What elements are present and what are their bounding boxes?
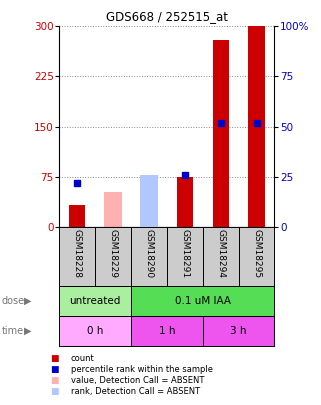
- Text: GSM18294: GSM18294: [216, 228, 225, 277]
- Text: ▶: ▶: [24, 296, 31, 306]
- Text: rank, Detection Call = ABSENT: rank, Detection Call = ABSENT: [71, 387, 200, 396]
- Text: count: count: [71, 354, 94, 363]
- Text: ■: ■: [50, 376, 58, 385]
- Text: GSM18228: GSM18228: [73, 228, 82, 277]
- Bar: [213, 40, 229, 227]
- Bar: [104, 192, 122, 227]
- Text: percentile rank within the sample: percentile rank within the sample: [71, 365, 213, 374]
- Text: GSM18290: GSM18290: [144, 228, 153, 278]
- Text: 0.1 uM IAA: 0.1 uM IAA: [175, 296, 231, 306]
- Text: time: time: [2, 326, 24, 336]
- Bar: [203, 316, 274, 346]
- Text: 1 h: 1 h: [159, 326, 175, 336]
- Text: ■: ■: [50, 365, 58, 374]
- Bar: [131, 286, 274, 316]
- Bar: [248, 26, 265, 227]
- Text: ■: ■: [50, 354, 58, 363]
- Bar: [177, 177, 193, 227]
- Text: dose: dose: [2, 296, 25, 306]
- Text: GSM18291: GSM18291: [180, 228, 189, 278]
- Text: untreated: untreated: [70, 296, 121, 306]
- Text: 3 h: 3 h: [230, 326, 247, 336]
- Bar: [59, 316, 131, 346]
- Text: GDS668 / 252515_at: GDS668 / 252515_at: [106, 10, 228, 23]
- Text: ▶: ▶: [24, 326, 31, 336]
- Text: value, Detection Call = ABSENT: value, Detection Call = ABSENT: [71, 376, 204, 385]
- Text: GSM18295: GSM18295: [252, 228, 261, 278]
- Bar: [69, 205, 85, 227]
- Bar: [59, 286, 131, 316]
- Bar: [140, 177, 158, 227]
- Text: 0 h: 0 h: [87, 326, 103, 336]
- Text: GSM18229: GSM18229: [108, 228, 118, 277]
- Text: ■: ■: [50, 387, 58, 396]
- Bar: [131, 316, 203, 346]
- Bar: [140, 175, 158, 227]
